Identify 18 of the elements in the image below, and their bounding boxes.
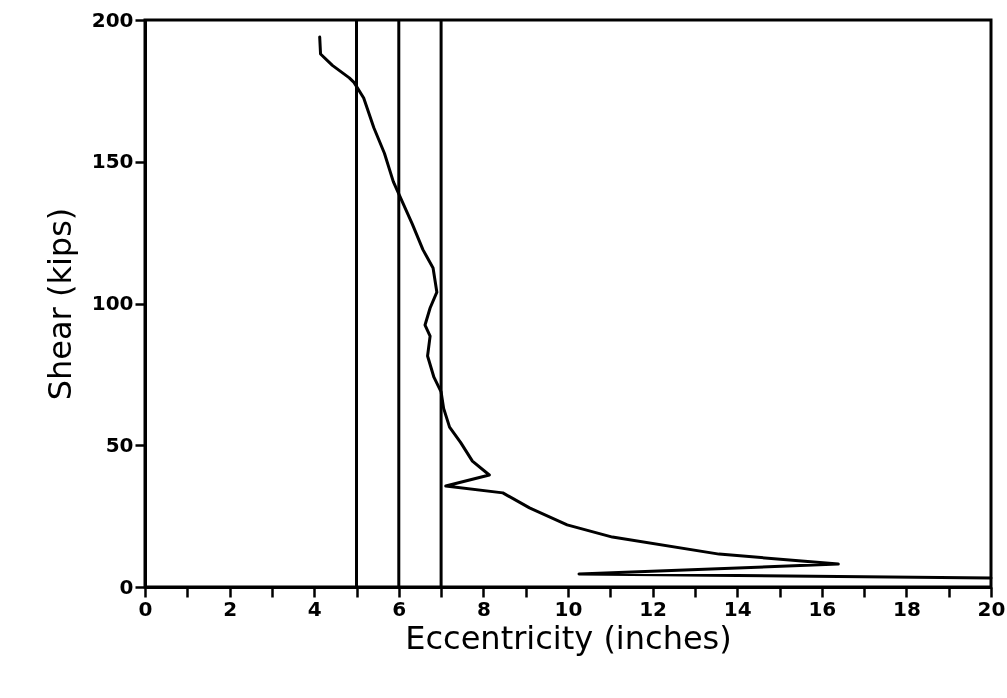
y-tick-label: 100 bbox=[91, 291, 134, 315]
x-axis-title: Eccentricity (inches) bbox=[405, 618, 732, 657]
x-tick-label: 6 bbox=[392, 596, 407, 621]
x-tick-label: 8 bbox=[476, 596, 491, 621]
x-tick-label: 10 bbox=[554, 596, 583, 621]
x-tick-label: 18 bbox=[892, 596, 921, 621]
x-tick-label: 12 bbox=[639, 596, 668, 621]
y-tick-label: 150 bbox=[91, 149, 134, 174]
x-tick-label: 2 bbox=[223, 596, 238, 621]
y-tick-label: 50 bbox=[105, 432, 134, 457]
x-tick-label: 14 bbox=[723, 596, 752, 621]
x-tick-label: 4 bbox=[307, 596, 322, 621]
y-axis-title: Shear (kips) bbox=[40, 207, 79, 401]
y-tick-label: 0 bbox=[119, 574, 134, 599]
y-tick-label: 200 bbox=[91, 7, 134, 32]
x-tick-label: 0 bbox=[138, 596, 153, 621]
x-tick-label: 20 bbox=[977, 596, 1006, 621]
x-tick-label: 16 bbox=[808, 596, 837, 621]
